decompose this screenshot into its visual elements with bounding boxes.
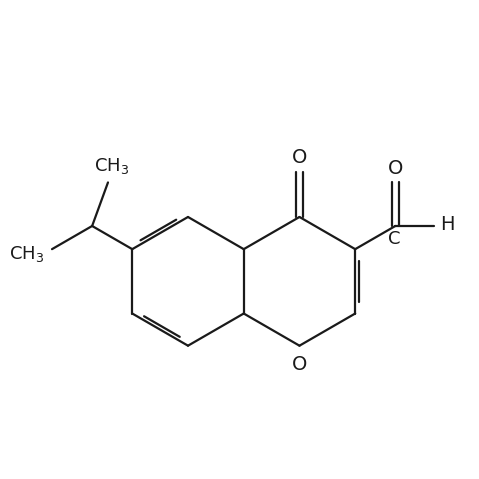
Text: C: C bbox=[388, 230, 400, 248]
Text: O: O bbox=[292, 148, 307, 167]
Text: H: H bbox=[440, 215, 455, 234]
Text: O: O bbox=[388, 159, 403, 178]
Text: O: O bbox=[292, 355, 307, 375]
Text: CH$_3$: CH$_3$ bbox=[93, 156, 129, 176]
Text: CH$_3$: CH$_3$ bbox=[9, 244, 44, 263]
